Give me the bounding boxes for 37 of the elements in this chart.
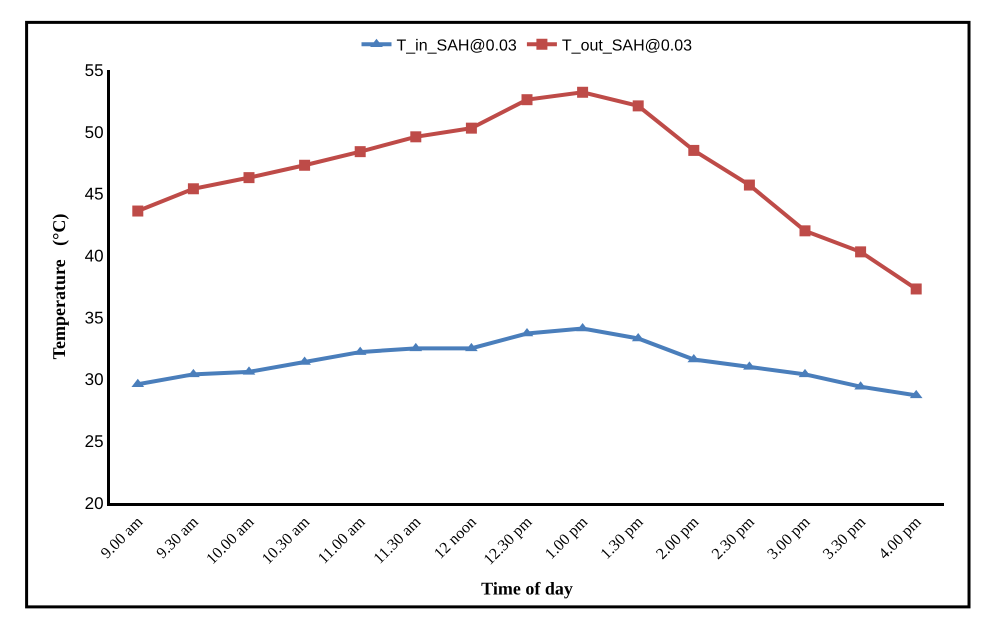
point (244, 172, 254, 184)
point (632, 100, 644, 112)
y-tick-label: 50 (84, 122, 104, 142)
x-tick-label: 12 noon (431, 514, 480, 562)
legend-label: T_in_SAH@0.03 (396, 37, 517, 54)
point (577, 86, 588, 98)
point (132, 206, 144, 217)
y-tick-label: 25 (84, 432, 104, 452)
legend-label: T_out_SAH@0.03 (562, 37, 692, 54)
point (466, 122, 477, 134)
point (188, 183, 199, 194)
x-tick-label: 4.00 pm (876, 513, 926, 563)
x-tick-label: 2.00 pm (653, 513, 703, 563)
y-tick-label: 40 (84, 246, 104, 266)
point (855, 246, 866, 258)
point (910, 283, 922, 294)
y-tick-label: 20 (84, 494, 104, 513)
y-tick-label: 55 (84, 60, 104, 80)
x-tick-label: 3.00 pm (764, 513, 814, 563)
y-tick-label: 30 (84, 370, 104, 390)
x-tick-label: 2.30 pm (708, 513, 758, 563)
y-tick-label: 45 (84, 184, 104, 204)
x-axis-title: Time of day (481, 578, 573, 599)
x-tick-label: 9.30 am (153, 513, 202, 562)
y-tick-label: 35 (84, 308, 104, 328)
point (744, 180, 755, 191)
point (688, 144, 700, 156)
point (522, 94, 532, 106)
point (410, 131, 422, 142)
point (299, 160, 310, 171)
point (354, 146, 366, 158)
x-tick-label: 3.30 pm (820, 513, 870, 563)
x-tick-label: 9.00 am (98, 513, 147, 562)
x-tick-label: 1.00 pm (542, 513, 592, 563)
x-tick-label: 1.30 pm (598, 513, 648, 563)
point (800, 225, 810, 236)
y-axis-title: Temperature (°C) (48, 214, 69, 360)
